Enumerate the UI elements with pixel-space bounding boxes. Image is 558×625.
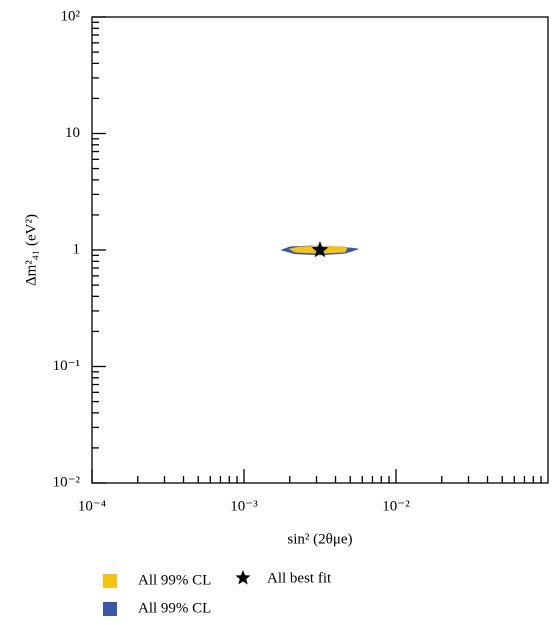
x-tick-label: 10⁻⁴ [78, 498, 106, 514]
best-fit-star [311, 241, 329, 258]
x-tick-label: 10⁻² [382, 498, 410, 514]
legend-star [235, 570, 251, 585]
y-tick-label: 1 [73, 241, 81, 257]
x-tick-label: 10⁻³ [230, 498, 258, 514]
legend-label: All 99% CL [138, 600, 211, 616]
legend-swatch [103, 602, 117, 616]
legend-label: All best fit [267, 570, 332, 586]
y-tick-label: 10² [61, 8, 81, 24]
y-tick-label: 10⁻² [53, 474, 81, 490]
x-axis-label: sin² (2θμe) [287, 531, 352, 547]
y-axis-label: Δm²₄₁ (eV²) [23, 214, 39, 286]
legend-swatch [103, 574, 117, 588]
legend-label: All 99% CL [138, 572, 211, 588]
y-tick-label: 10 [65, 125, 80, 141]
y-tick-label: 10⁻¹ [53, 358, 80, 374]
